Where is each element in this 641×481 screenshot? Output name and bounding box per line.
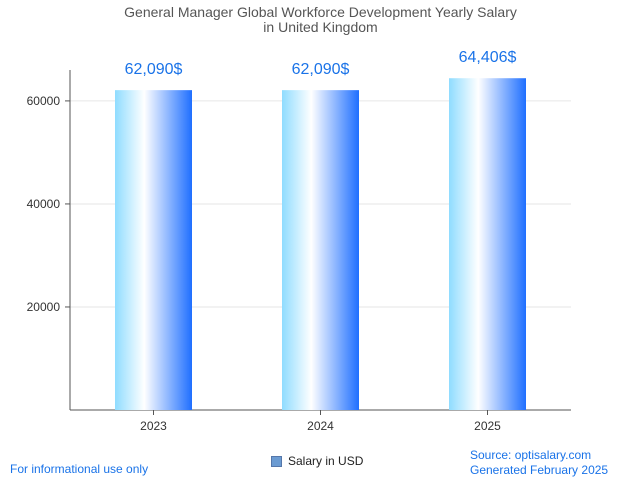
y-tick-label-0: 20000 [27,300,61,314]
bars [115,78,526,410]
x-tick-label-2024: 2024 [307,419,334,433]
x-tick-label-2025: 2025 [474,419,501,433]
chart-legend[interactable]: Salary in USD [271,453,363,469]
y-tick-label-2: 60000 [27,94,61,108]
legend-label: Salary in USD [288,454,364,468]
data-label-2024: 62,090$ [292,61,350,78]
y-tick-label-1: 40000 [27,197,61,211]
source-link[interactable]: Source: optisalary.com [470,448,592,462]
generated-date: Generated February 2025 [470,463,609,477]
legend-swatch [271,455,282,467]
chart-title-line-1: General Manager Global Workforce Develop… [124,4,517,20]
disclaimer-text: For informational use only [10,462,149,476]
data-label-2025: 64,406$ [459,49,517,66]
bar-2024 [282,90,359,410]
data-label-2023: 62,090$ [125,61,183,78]
bar-2023 [115,90,192,410]
bar-2025 [449,78,526,410]
chart-title-line-2: in United Kingdom [263,19,378,35]
data-labels: 62,090$ 62,090$ 64,406$ [125,49,517,78]
x-tick-label-2023: 2023 [140,419,167,433]
axes: 20000 40000 60000 2023 2024 2025 [27,70,571,433]
